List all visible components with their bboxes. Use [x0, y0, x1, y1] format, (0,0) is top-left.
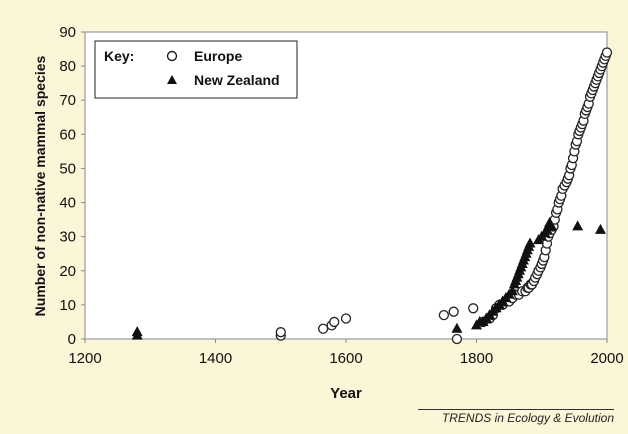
europe-point	[601, 47, 613, 58]
new-zealand-point	[506, 285, 518, 296]
y-tick-label: 50	[59, 160, 76, 177]
x-tick-label: 1200	[68, 350, 101, 367]
legend-europe-marker	[166, 50, 178, 62]
x-tick-label: 1400	[199, 350, 232, 367]
new-zealand-point	[131, 326, 143, 337]
y-axis-label: Number of non-native mammal species	[32, 55, 48, 316]
europe-point	[318, 323, 329, 334]
europe-point	[448, 306, 459, 317]
y-tick-label: 0	[68, 331, 76, 348]
y-tick-label: 20	[59, 263, 76, 280]
legend: Key: Europe New Zealand	[94, 40, 298, 99]
y-tick-label: 90	[59, 24, 76, 41]
legend-europe-label: Europe	[194, 48, 242, 64]
y-tick-label: 10	[59, 297, 76, 314]
europe-point	[329, 316, 340, 328]
europe-point	[340, 313, 352, 324]
y-tick-label: 60	[59, 126, 76, 143]
new-zealand-point	[451, 322, 463, 333]
x-tick-label: 2000	[590, 350, 623, 367]
y-tick-label: 70	[59, 92, 76, 109]
europe-point	[468, 303, 479, 314]
source-credit: TRENDS in Ecology & Evolution	[418, 409, 614, 425]
y-tick-label: 40	[59, 195, 76, 212]
data-marks	[131, 47, 613, 345]
axes: 0 10 20 30 40 50 60 70 80 90 1200 1400 1600 1800 2000	[59, 24, 623, 367]
legend-title: Key:	[104, 48, 134, 64]
legend-new-zealand-marker	[167, 75, 177, 84]
new-zealand-point	[594, 223, 606, 234]
new-zealand-point	[546, 220, 558, 231]
europe-point	[438, 309, 450, 321]
new-zealand-point	[524, 237, 536, 248]
y-tick-label: 30	[59, 229, 76, 246]
europe-point	[451, 333, 463, 345]
x-tick-label: 1600	[329, 350, 362, 367]
x-axis-label: Year	[330, 385, 362, 402]
new-zealand-point	[572, 220, 584, 231]
legend-box	[94, 40, 298, 99]
y-tick-label: 80	[59, 58, 76, 75]
europe-point	[275, 327, 286, 338]
legend-new-zealand-label: New Zealand	[194, 72, 280, 88]
x-tick-label: 1800	[460, 350, 493, 367]
